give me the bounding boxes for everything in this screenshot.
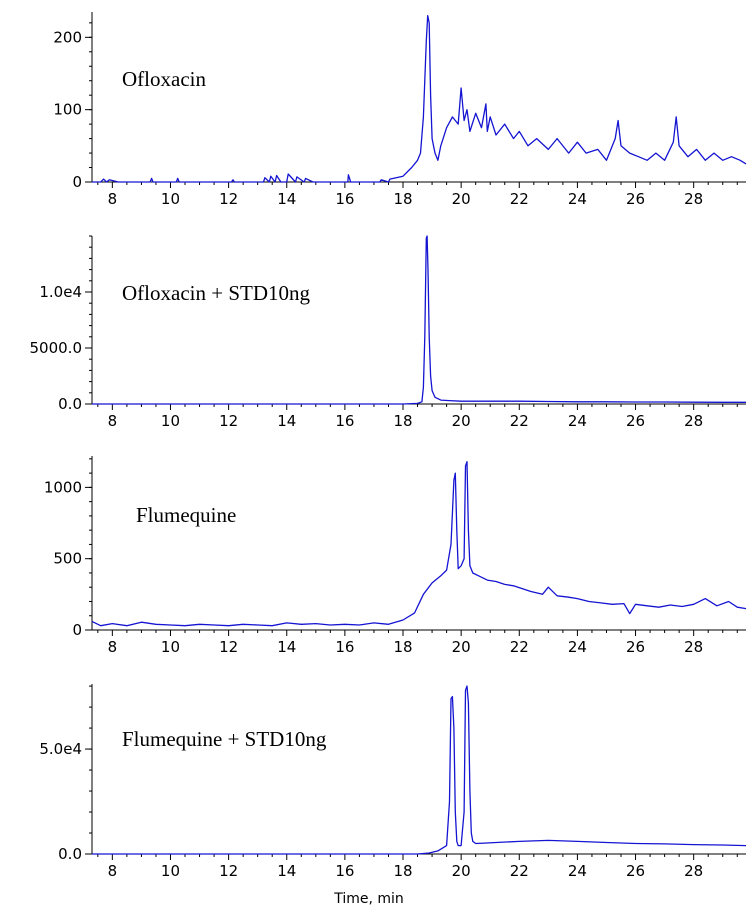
x-tick-label: 28 <box>684 190 703 208</box>
x-tick-label: 16 <box>335 190 354 208</box>
x-tick-label: 24 <box>568 412 587 430</box>
x-tick-label: 18 <box>393 638 412 656</box>
y-tick-label: 0 <box>72 621 82 639</box>
panel-annotation: Ofloxacin + STD10ng <box>122 281 310 305</box>
x-tick-label: 22 <box>510 190 529 208</box>
y-tick-label: 1000 <box>44 478 82 496</box>
x-tick-label: 20 <box>452 862 471 880</box>
x-tick-label: 20 <box>452 412 471 430</box>
x-tick-label: 12 <box>219 862 238 880</box>
x-tick-label: 18 <box>393 190 412 208</box>
x-tick-label: 22 <box>510 638 529 656</box>
x-tick-label: 16 <box>335 862 354 880</box>
panel-annotation: Flumequine <box>136 503 236 527</box>
y-tick-label: 5.0e4 <box>39 740 82 758</box>
x-tick-label: 10 <box>161 862 180 880</box>
y-tick-label: 100 <box>53 101 82 119</box>
x-tick-label: 16 <box>335 638 354 656</box>
panel-annotation: Ofloxacin <box>122 67 206 91</box>
chart-panel-3: 8 10 12 14 16 18 20 22 24 26 28 0 500 1000 Flumequine <box>44 456 747 656</box>
x-axis-label: Time, min <box>333 891 404 907</box>
y-tick-label: 0 <box>72 173 82 191</box>
x-tick-label: 28 <box>684 412 703 430</box>
x-tick-label: 14 <box>277 638 296 656</box>
x-tick-label: 18 <box>393 862 412 880</box>
x-tick-label: 14 <box>277 862 296 880</box>
chart-panel-2: 8 10 12 14 16 18 20 22 24 26 28 0.0 5000.0 1.0e4 Oflox… <box>30 235 746 430</box>
x-tick-label: 28 <box>684 638 703 656</box>
x-tick-label: 18 <box>393 412 412 430</box>
x-tick-label: 26 <box>626 190 645 208</box>
series-line-1 <box>92 235 746 405</box>
x-tick-label: 20 <box>452 638 471 656</box>
x-tick-label: 10 <box>161 412 180 430</box>
x-tick-label: 24 <box>568 190 587 208</box>
y-tick-label: 0.0 <box>58 845 82 863</box>
x-tick-label: 8 <box>108 638 118 656</box>
y-tick-label: 0.0 <box>58 395 82 413</box>
x-tick-label: 22 <box>510 862 529 880</box>
chart-panel-1: 8 10 12 14 16 18 20 22 24 26 28 0 100 200 Ofloxacin <box>53 12 747 208</box>
x-tick-label: 26 <box>626 862 645 880</box>
panel-annotation: Flumequine + STD10ng <box>122 727 327 751</box>
y-tick-label: 200 <box>53 28 82 46</box>
x-tick-label: 8 <box>108 862 118 880</box>
x-tick-label: 24 <box>568 638 587 656</box>
x-tick-label: 26 <box>626 412 645 430</box>
y-tick-label: 1.0e4 <box>39 283 82 301</box>
x-tick-label: 24 <box>568 862 587 880</box>
x-tick-label: 16 <box>335 412 354 430</box>
x-tick-label: 12 <box>219 638 238 656</box>
series-line-1 <box>92 685 747 855</box>
x-tick-label: 8 <box>108 190 118 208</box>
x-tick-label: 20 <box>452 190 471 208</box>
x-tick-label: 28 <box>684 862 703 880</box>
chart-panel-4: 8 10 12 14 16 18 20 22 24 26 28 0.0 5.0e4 Flumequine … <box>39 684 747 907</box>
x-tick-label: 12 <box>219 412 238 430</box>
x-tick-label: 10 <box>161 638 180 656</box>
series-line-1 <box>92 14 747 183</box>
x-tick-label: 22 <box>510 412 529 430</box>
y-tick-label: 5000.0 <box>30 339 83 357</box>
x-tick-label: 10 <box>161 190 180 208</box>
x-tick-label: 14 <box>277 190 296 208</box>
x-tick-label: 8 <box>108 412 118 430</box>
series-line-1 <box>91 461 747 627</box>
x-tick-label: 14 <box>277 412 296 430</box>
x-tick-label: 12 <box>219 190 238 208</box>
x-tick-label: 26 <box>626 638 645 656</box>
y-tick-label: 500 <box>53 550 82 568</box>
